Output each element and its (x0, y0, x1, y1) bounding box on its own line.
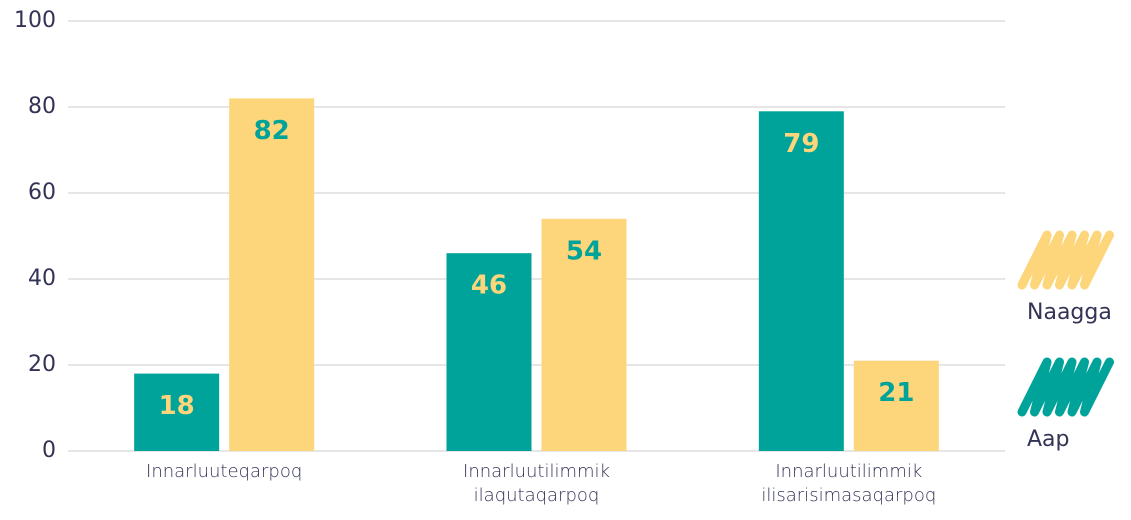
bar (541, 218, 627, 451)
x-tick-label: Innarluutilimmik ilisarisimasaqarpoq (761, 461, 937, 506)
value-label: 18 (159, 391, 195, 421)
bar (229, 98, 315, 452)
value-label: 21 (878, 378, 914, 408)
legend-label: Naagga (1027, 300, 1112, 325)
value-label: 46 (471, 271, 507, 301)
y-tick-label: 60 (28, 180, 56, 205)
y-tick-label: 0 (42, 438, 56, 463)
x-tick-label: Innarluutilimmik ilaqutaqarpoq (463, 461, 610, 506)
bar (446, 253, 532, 451)
legend-swatch (1017, 230, 1114, 290)
value-label: 79 (783, 129, 819, 159)
bar (853, 360, 939, 451)
y-tick-label: 100 (14, 8, 56, 33)
value-label: 54 (566, 236, 602, 266)
bar (758, 111, 844, 452)
value-label: 82 (254, 116, 290, 146)
legend-swatch (1017, 357, 1114, 417)
y-tick-label: 40 (28, 266, 56, 291)
y-tick-label: 20 (28, 352, 56, 377)
y-tick-label: 80 (28, 94, 56, 119)
legend-label: Aap (1027, 427, 1070, 452)
bar (134, 373, 220, 451)
x-tick-label: Innarluuteqarpoq (146, 461, 303, 482)
